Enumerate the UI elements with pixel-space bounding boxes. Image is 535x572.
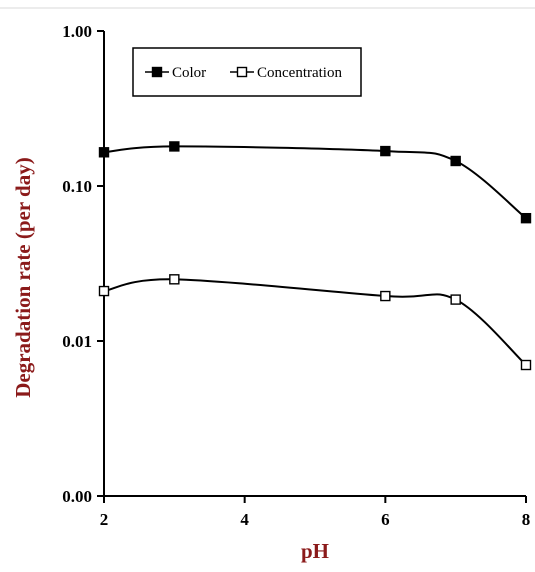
series-line-color bbox=[103, 145, 527, 219]
series-line-concentration bbox=[103, 278, 527, 366]
data-point-color bbox=[169, 141, 180, 152]
y-tick-label: 0.00 bbox=[62, 487, 92, 506]
data-point-color bbox=[98, 147, 110, 158]
x-axis-ticks: 2 4 6 8 bbox=[100, 496, 531, 529]
legend-item-concentration: Concentration bbox=[230, 65, 342, 81]
x-tick-label: 6 bbox=[381, 510, 390, 529]
legend-item-color: Color bbox=[145, 65, 206, 81]
y-tick-label: 0.01 bbox=[62, 332, 92, 351]
series-color bbox=[98, 141, 532, 224]
x-axis-title: pH bbox=[301, 539, 329, 563]
x-tick-label: 8 bbox=[522, 510, 531, 529]
y-axis-ticks: 0.00 0.01 0.10 1.00 bbox=[62, 22, 104, 506]
data-point-color bbox=[380, 145, 391, 157]
legend-label-concentration: Concentration bbox=[257, 65, 342, 81]
legend-swatch-marker bbox=[236, 66, 248, 78]
y-tick-label: 0.10 bbox=[62, 177, 92, 196]
data-point-concentration bbox=[98, 285, 110, 297]
series-concentration bbox=[98, 274, 532, 371]
legend-swatch-marker bbox=[151, 66, 163, 78]
series-layer bbox=[98, 141, 532, 371]
legend-label-color: Color bbox=[172, 65, 206, 81]
legend: Color Concentration bbox=[132, 47, 362, 97]
data-point-concentration bbox=[450, 294, 461, 305]
x-tick-label: 4 bbox=[240, 510, 249, 529]
data-point-color bbox=[450, 155, 461, 167]
data-point-concentration bbox=[380, 290, 391, 302]
data-point-color bbox=[520, 212, 532, 224]
y-tick-label: 1.00 bbox=[62, 22, 92, 41]
x-tick-label: 2 bbox=[100, 510, 109, 529]
legend-items: Color Concentration bbox=[145, 65, 342, 81]
data-point-concentration bbox=[169, 274, 180, 285]
data-point-concentration bbox=[520, 359, 532, 371]
y-axis-title: Degradation rate (per day) bbox=[11, 157, 35, 398]
